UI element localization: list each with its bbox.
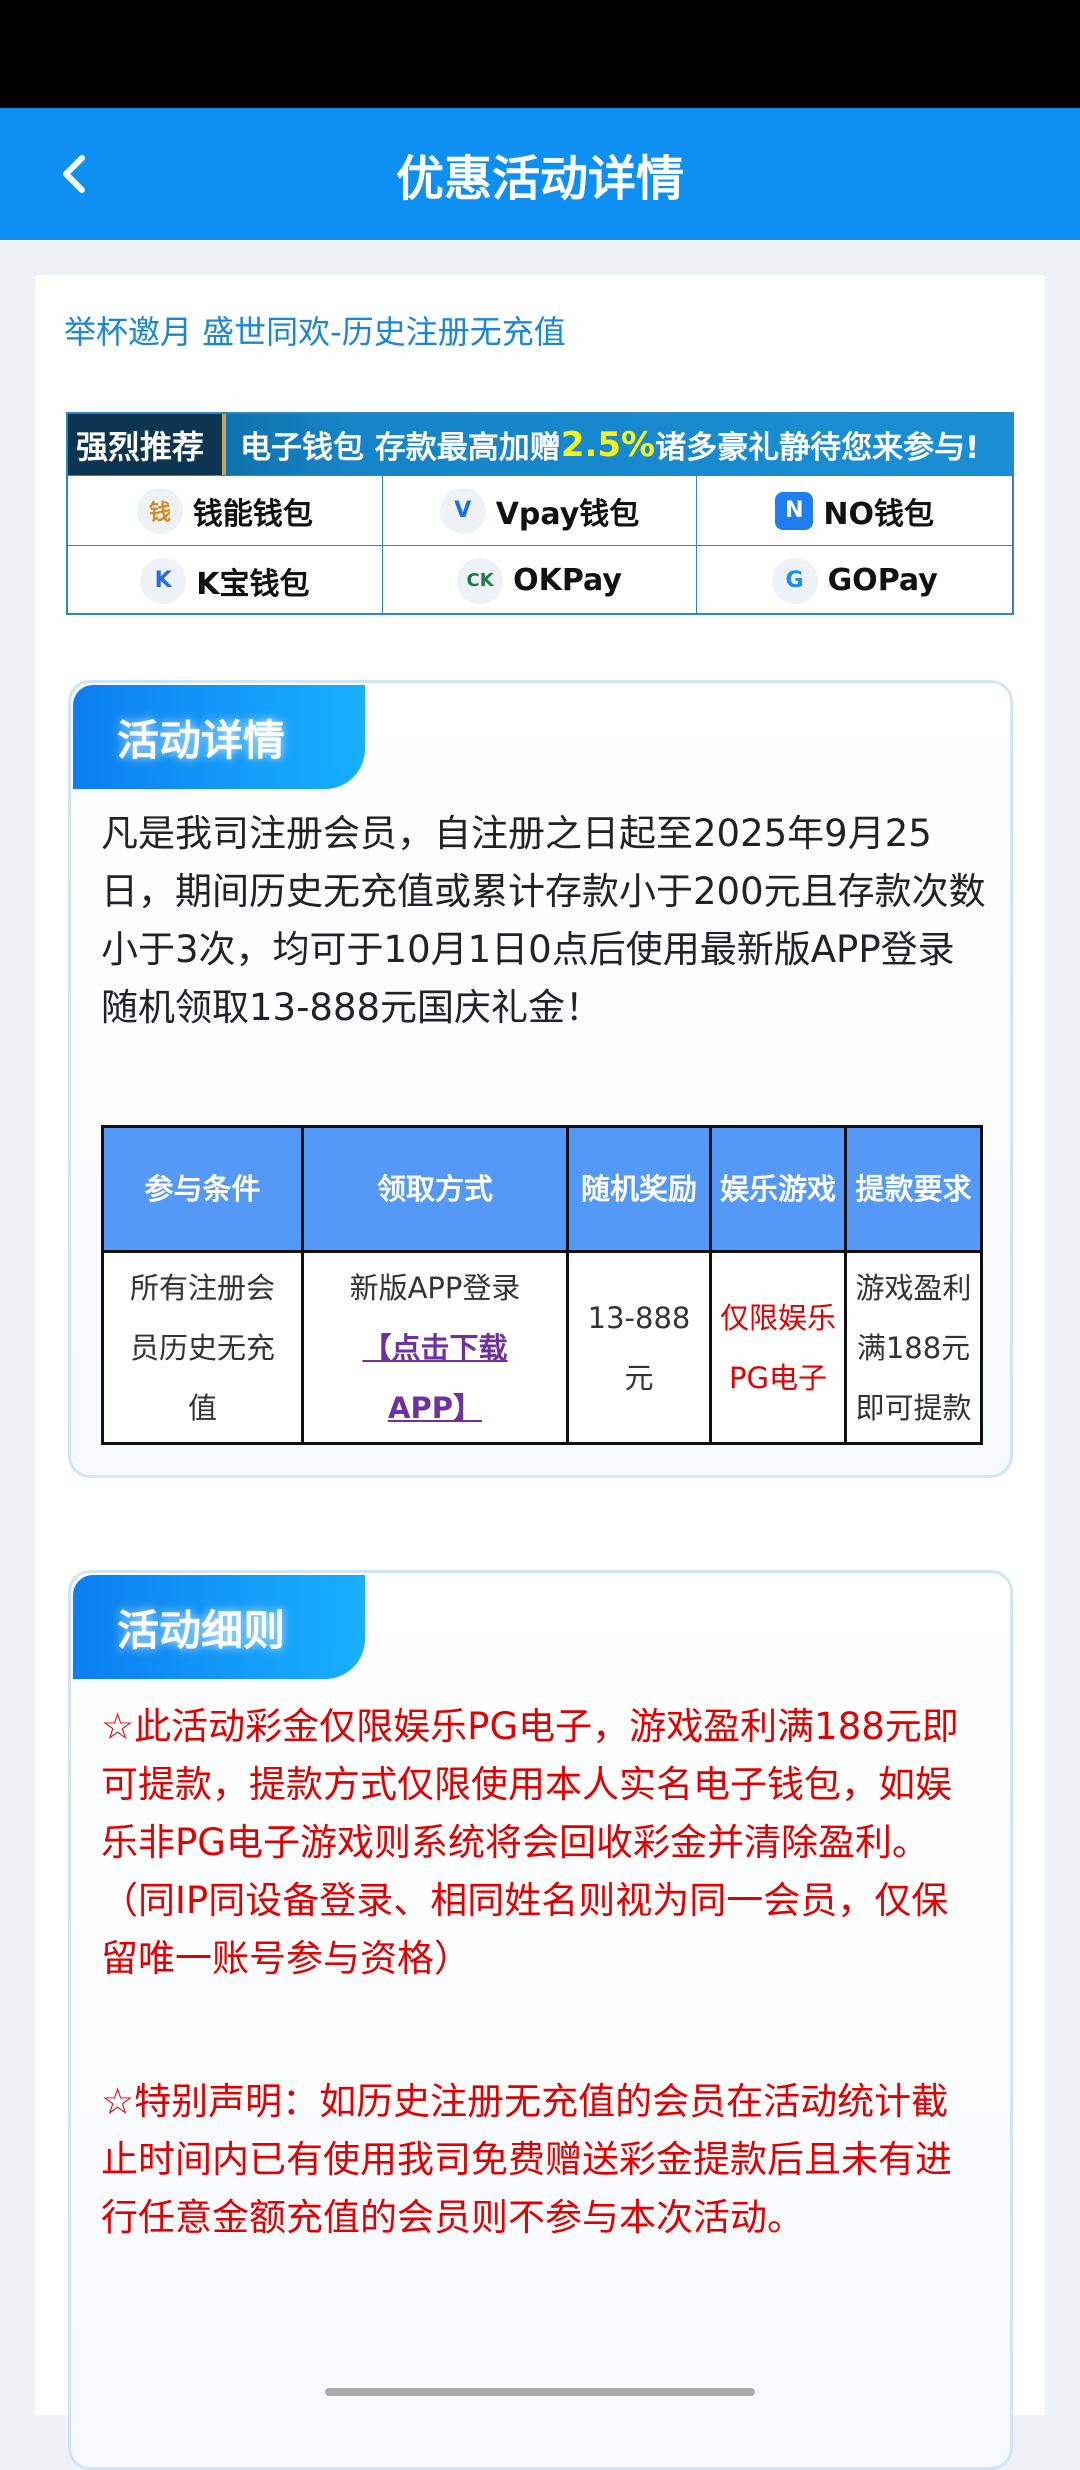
wallet-name: 钱能钱包 bbox=[192, 496, 313, 532]
gopay-logo-icon: G bbox=[771, 557, 818, 604]
okpay-logo-icon: CK bbox=[457, 557, 504, 604]
wallet-name: OKPay bbox=[513, 563, 622, 598]
wallet-okpay[interactable]: CK OKPay bbox=[382, 545, 698, 615]
table-header-row: 参与条件 领取方式 随机奖励 娱乐游戏 提款要求 bbox=[101, 1125, 983, 1253]
banner-text-2: 诸多豪礼静待您来参与! bbox=[655, 430, 980, 466]
page-title: 优惠活动详情 bbox=[395, 151, 684, 207]
chevron-left-icon[interactable] bbox=[46, 144, 106, 204]
details-section: 活动详情 凡是我司注册会员，自注册之日起至2025年9月25日，期间历史无充值或… bbox=[68, 680, 1013, 1478]
wallet-banner: 强烈推荐 电子钱包 存款最高加赠 2.5% 诸多豪礼静待您来参与! 钱钱能钱包 … bbox=[66, 412, 1014, 615]
th-method: 领取方式 bbox=[301, 1125, 569, 1253]
details-table: 参与条件 领取方式 随机奖励 娱乐游戏 提款要求 所有注册会员历史无充值 新版A… bbox=[101, 1125, 983, 1445]
wallet-vpay[interactable]: V Vpay钱包 bbox=[382, 475, 698, 545]
download-app-link[interactable]: 【点击下载APP】 bbox=[362, 1330, 508, 1425]
home-indicator[interactable] bbox=[325, 2388, 755, 2396]
vpay-logo-icon: V bbox=[439, 487, 486, 534]
rules-text-2: ☆特别声明：如历史注册无充值的会员在活动统计截止时间内已有使用我司免费赠送彩金提… bbox=[101, 2080, 952, 2239]
td-method: 新版APP登录 bbox=[349, 1270, 521, 1305]
wallet-qianneng[interactable]: 钱钱能钱包 bbox=[68, 475, 383, 545]
wallet-name: Vpay钱包 bbox=[495, 496, 640, 532]
content-card: 举杯邀月 盛世同欢-历史注册无充值 强烈推荐 电子钱包 存款最高加赠 2.5% … bbox=[35, 275, 1045, 2470]
wallet-no[interactable]: N NO钱包 bbox=[697, 475, 1012, 545]
th-reward: 随机奖励 bbox=[566, 1125, 712, 1253]
activity-subtitle: 举杯邀月 盛世同欢-历史注册无充值 bbox=[64, 313, 566, 351]
banner-highlight: 2.5% bbox=[560, 424, 656, 465]
banner-header: 强烈推荐 电子钱包 存款最高加赠 2.5% 诸多豪礼静待您来参与! bbox=[68, 414, 1012, 475]
rules-badge: 活动细则 bbox=[73, 1575, 365, 1679]
td-withdraw: 游戏盈利满188元即可提款 bbox=[844, 1250, 983, 1445]
details-text: 凡是我司注册会员，自注册之日起至2025年9月25日，期间历史无充值或累计存款小… bbox=[101, 812, 986, 1029]
td-game: 仅限娱乐PG电子 bbox=[709, 1250, 847, 1445]
banner-text: 电子钱包 存款最高加赠 bbox=[240, 430, 561, 466]
wallet-name: NO钱包 bbox=[823, 496, 934, 532]
th-condition: 参与条件 bbox=[101, 1125, 304, 1253]
app-header: 优惠活动详情 bbox=[0, 108, 1080, 240]
kbao-logo-icon: K bbox=[140, 557, 187, 604]
qianneng-logo-icon: 钱 bbox=[136, 487, 183, 534]
wallet-name: GOPay bbox=[827, 563, 938, 598]
wallet-name: K宝钱包 bbox=[196, 566, 310, 602]
th-withdraw: 提款要求 bbox=[844, 1125, 983, 1253]
td-reward: 13-888元 bbox=[566, 1250, 712, 1445]
details-badge: 活动详情 bbox=[73, 685, 365, 789]
rules-text-1: ☆此活动彩金仅限娱乐PG电子，游戏盈利满188元即可提款，提款方式仅限使用本人实… bbox=[101, 1705, 959, 1980]
wallet-kbao[interactable]: K K宝钱包 bbox=[68, 545, 383, 615]
table-row: 所有注册会员历史无充值 新版APP登录【点击下载APP】 13-888元 仅限娱… bbox=[101, 1250, 983, 1445]
no-logo-icon: N bbox=[775, 491, 814, 530]
th-game: 娱乐游戏 bbox=[709, 1125, 847, 1253]
banner-tag: 强烈推荐 bbox=[68, 414, 227, 475]
wallet-gopay[interactable]: G GOPay bbox=[697, 545, 1012, 615]
td-condition: 所有注册会员历史无充值 bbox=[101, 1250, 304, 1445]
status-bar bbox=[0, 0, 1080, 108]
rules-section: 活动细则 ☆此活动彩金仅限娱乐PG电子，游戏盈利满188元即可提款，提款方式仅限… bbox=[68, 1570, 1013, 2470]
